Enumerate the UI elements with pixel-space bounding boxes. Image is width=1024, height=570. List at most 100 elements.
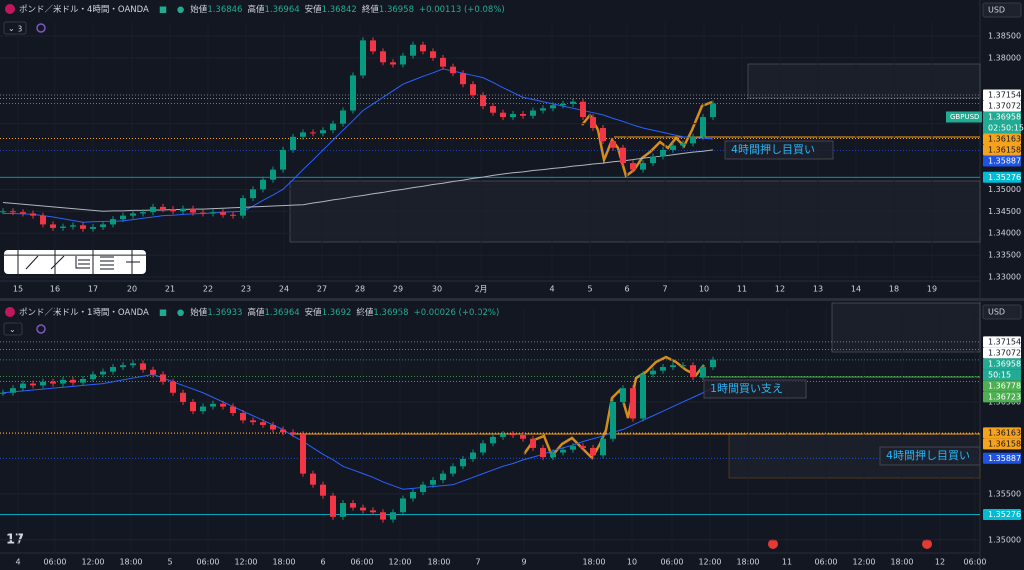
candle	[600, 438, 606, 456]
header: ポンド／米ドル・1時間・OANDA ■ ● 始値1.36933 高値1.36964 安値1…	[3, 304, 1022, 336]
currency-button[interactable]	[982, 304, 1022, 320]
candle	[10, 388, 16, 393]
candle	[20, 383, 26, 389]
tool-trendline[interactable]	[25, 255, 39, 270]
candle	[160, 374, 166, 382]
price-tag-label: 1.37154	[988, 337, 1021, 346]
candle	[90, 374, 96, 379]
change: +0.00026 (+0.02%)	[414, 308, 500, 318]
candle	[430, 480, 436, 485]
candle	[420, 484, 426, 493]
ohlc-value: 1.36964	[264, 308, 299, 318]
x-tick-label: 12:00	[234, 558, 257, 567]
indicator-toggle[interactable]	[3, 322, 23, 336]
candle	[270, 169, 276, 180]
candle	[440, 473, 446, 481]
candle	[50, 224, 56, 228]
ohlc-name: 安値	[305, 4, 323, 15]
candle	[220, 403, 226, 407]
indicator-toggle[interactable]	[3, 21, 27, 35]
ohlc-name: 終値	[362, 4, 380, 15]
candle	[60, 226, 66, 228]
ohlc-value: 1.36842	[322, 5, 357, 15]
x-tick-label: 12:00	[698, 558, 721, 567]
candle	[80, 378, 86, 383]
price-tag	[983, 452, 1021, 464]
candle	[360, 40, 366, 76]
price-tag-label: 1.36163	[988, 428, 1021, 437]
candle	[710, 359, 716, 368]
currency-button[interactable]	[982, 2, 1022, 18]
price-tag	[983, 391, 1021, 403]
candle	[120, 365, 126, 368]
tool-fib[interactable]	[75, 256, 90, 269]
price-tag-label: 1.35276	[988, 173, 1021, 182]
tool-ray[interactable]	[50, 255, 65, 270]
candle	[160, 206, 166, 210]
candle	[670, 145, 676, 150]
candle	[40, 215, 46, 225]
candle	[630, 388, 636, 419]
candle	[450, 66, 456, 74]
price-tag	[983, 358, 1021, 370]
candle	[710, 103, 716, 118]
currency[interactable]: USD	[988, 6, 1005, 15]
candle	[330, 495, 336, 517]
candle	[280, 429, 286, 433]
candle	[350, 75, 356, 111]
y-tick-label: 1.35000	[988, 535, 1021, 544]
indicator-count[interactable]: ⌄ 3	[8, 24, 22, 33]
candle	[290, 136, 296, 150]
x-tick-label: 17	[88, 285, 98, 294]
price-tag	[983, 347, 1021, 359]
price-tag	[983, 133, 1021, 145]
price-tag	[983, 155, 1021, 167]
x-tick-label: 24	[279, 285, 289, 294]
header-text: ポンド／米ドル・1時間・OANDA ■ ● 始値1.36933 高値1.36964 安値1…	[19, 307, 499, 318]
price-tag	[983, 508, 1021, 520]
x-tick-label: 18:00	[736, 558, 759, 567]
tool-lines[interactable]	[100, 256, 114, 270]
x-tick-label: 15	[13, 285, 23, 294]
candle	[360, 507, 366, 511]
candle	[240, 412, 246, 421]
price-tag	[983, 438, 1021, 450]
currency[interactable]: USD	[988, 308, 1005, 317]
ohlc-value: 1.36933	[207, 308, 242, 318]
candle	[620, 388, 626, 402]
price-tag	[983, 144, 1021, 156]
candle	[700, 117, 706, 137]
candle	[500, 112, 506, 118]
candle	[300, 434, 306, 474]
x-tick-label: 20	[127, 285, 137, 294]
candle	[540, 447, 546, 458]
candle	[640, 163, 646, 170]
candle	[370, 510, 376, 513]
x-tick-label: 12:00	[81, 558, 104, 567]
price-tag-label: 1.36958	[988, 359, 1021, 368]
candle	[170, 209, 176, 212]
candle	[700, 367, 706, 378]
symbol-title: ポンド／米ドル・4時間・OANDA	[19, 4, 149, 15]
indicator-chevron[interactable]: ⌄	[9, 325, 16, 334]
candle	[180, 392, 186, 402]
candle	[90, 227, 96, 229]
candle	[240, 198, 246, 216]
candle	[500, 434, 506, 437]
candle	[510, 113, 516, 118]
indicator-icon	[36, 324, 46, 334]
x-tick-label: 18:00	[272, 558, 295, 567]
symbol-icon	[5, 4, 15, 14]
candle	[450, 466, 456, 474]
x-tick-label: 12	[935, 558, 945, 567]
price-tag	[983, 171, 1021, 183]
countdown-bg	[983, 122, 1021, 134]
x-tick-label: 23	[241, 285, 251, 294]
toolbar-bg	[4, 250, 146, 274]
candle	[410, 492, 416, 499]
candle	[10, 211, 16, 213]
event-icon	[768, 539, 778, 549]
moving-average	[2, 373, 714, 490]
countdown: 02:50:15	[988, 123, 1024, 132]
